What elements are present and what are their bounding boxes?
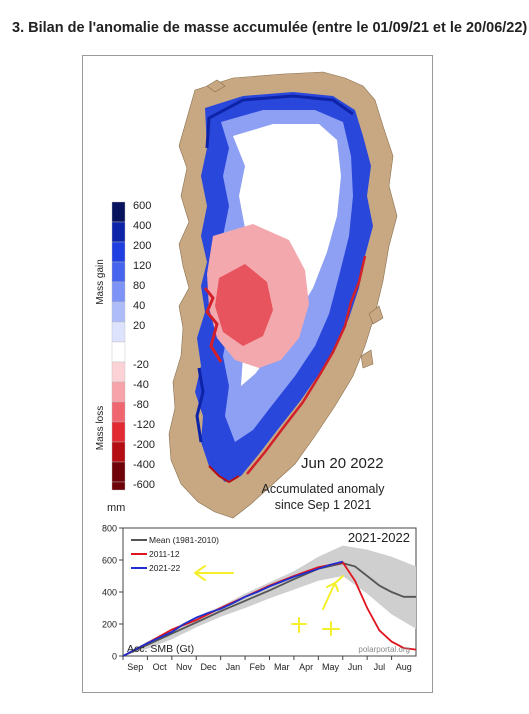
legend-swatch	[111, 441, 126, 463]
legend-swatch	[111, 201, 126, 223]
chart-x-tick-label: May	[322, 662, 340, 672]
chart-x-tick-label: Dec	[200, 662, 217, 672]
annotation-plus-1	[291, 617, 307, 633]
chart-x-tick-label: Apr	[299, 662, 313, 672]
legend-unit: mm	[107, 502, 125, 514]
figure-svg: 600 400 200 120 80 40 20 -20 -40 -80 -120 -200 -400 -…	[95, 71, 417, 672]
chart-x-tick-label: Oct	[153, 662, 168, 672]
legend-swatch	[111, 301, 126, 323]
legend-swatch	[111, 401, 126, 423]
legend-level-label: -40	[133, 379, 149, 391]
legend-level-label: -20	[133, 359, 149, 371]
legend-level-label: -80	[133, 399, 149, 411]
legend-swatch	[111, 381, 126, 403]
legend-level-label: 120	[133, 260, 151, 272]
chart-series-layer	[122, 560, 417, 657]
chart-x-tick-label: Mar	[274, 662, 290, 672]
smb-chart: 0 200 400 600 800 Sep Oct Nov Dec Jan Feb Mar Apr Ma…	[102, 524, 417, 672]
legend-swatch	[111, 481, 126, 491]
figure-frame: 600 400 200 120 80 40 20 -20 -40 -80 -120 -200 -400 -…	[82, 55, 433, 693]
mass-loss-margin-west	[203, 287, 223, 363]
legend-swatch	[111, 281, 126, 303]
legend-level-label: 400	[133, 220, 151, 232]
chart-title: 2021-2022	[348, 530, 410, 545]
chart-y-tick-label: 600	[102, 556, 117, 566]
mass-gain-margin-north	[205, 94, 354, 149]
chart-x-tick-label: Feb	[250, 662, 266, 672]
greenland-map	[168, 71, 398, 519]
chart-y-tick-label: 200	[102, 620, 117, 630]
mass-loss-margin-south	[208, 465, 240, 484]
legend-swatch	[111, 461, 126, 483]
legend-swatch	[111, 361, 126, 383]
chart-x-tick-label: Sep	[127, 662, 143, 672]
mass-loss-margin-east	[246, 255, 367, 475]
land-island	[368, 305, 384, 325]
chart-y-ticks: 0 200 400 600 800	[102, 524, 123, 662]
mass-loss-core	[215, 264, 273, 346]
chart-y-tick-label: 0	[112, 652, 117, 662]
annotation-arrow-left	[194, 565, 234, 581]
legend-loss-label: Mass loss	[95, 406, 106, 450]
chart-legend: Mean (1981-2010) 2011-12 2021-22	[131, 535, 219, 573]
annotation-plus-2	[322, 621, 340, 636]
chart-ylabel: Acc. SMB (Gt)	[127, 643, 194, 655]
chart-source: polarportal.org	[358, 645, 410, 654]
chart-legend-label: 2021-22	[149, 563, 180, 573]
map-caption-line2: since Sep 1 2021	[275, 498, 372, 512]
chart-series-line-0	[122, 562, 416, 657]
chart-y-tick-label: 400	[102, 588, 117, 598]
land-island	[206, 79, 226, 93]
legend-level-label: 20	[133, 320, 145, 332]
chart-x-tick-label: Jun	[348, 662, 363, 672]
legend-gain-label: Mass gain	[95, 259, 106, 305]
legend-level-label: 200	[133, 240, 151, 252]
legend-swatch	[111, 261, 126, 283]
chart-range-band	[123, 545, 416, 656]
legend-level-label: 80	[133, 280, 145, 292]
chart-legend-label: Mean (1981-2010)	[149, 535, 219, 545]
chart-range-band-layer	[123, 545, 416, 656]
legend-swatch	[111, 341, 126, 363]
chart-y-tick-label: 800	[102, 524, 117, 534]
legend-level-label: -600	[133, 479, 155, 491]
legend-level-label: 40	[133, 300, 145, 312]
chart-series-line-2	[122, 560, 344, 657]
map-date-label: Jun 20 2022	[301, 455, 384, 472]
legend-level-label: -200	[133, 439, 155, 451]
mass-gain-margin-southwest	[195, 367, 205, 443]
land-island	[360, 349, 374, 369]
section-heading: 3. Bilan de l'anomalie de masse accumulé…	[12, 20, 528, 36]
map-caption-line1: Accumulated anomaly	[262, 482, 386, 496]
chart-x-tick-label: Aug	[396, 662, 412, 672]
annotation-arrow-up	[322, 575, 344, 610]
chart-legend-label: 2011-12	[149, 549, 180, 559]
chart-x-tick-label: Jan	[226, 662, 241, 672]
legend-swatch	[111, 321, 126, 343]
legend-swatch	[111, 221, 126, 243]
yellow-annotations	[194, 565, 344, 636]
legend-level-label: 600	[133, 200, 151, 212]
legend-level-label: -400	[133, 459, 155, 471]
legend-swatch	[111, 241, 126, 263]
legend-level-label: -120	[133, 419, 155, 431]
chart-x-tick-label: Jul	[374, 662, 386, 672]
map-legend: 600 400 200 120 80 40 20 -20 -40 -80 -120 -200 -400 -…	[111, 200, 155, 491]
chart-x-tick-label: Nov	[176, 662, 193, 672]
legend-swatch	[111, 421, 126, 443]
chart-x-ticks: Sep Oct Nov Dec Jan Feb Mar Apr May Jun Jul Aug	[122, 656, 412, 672]
